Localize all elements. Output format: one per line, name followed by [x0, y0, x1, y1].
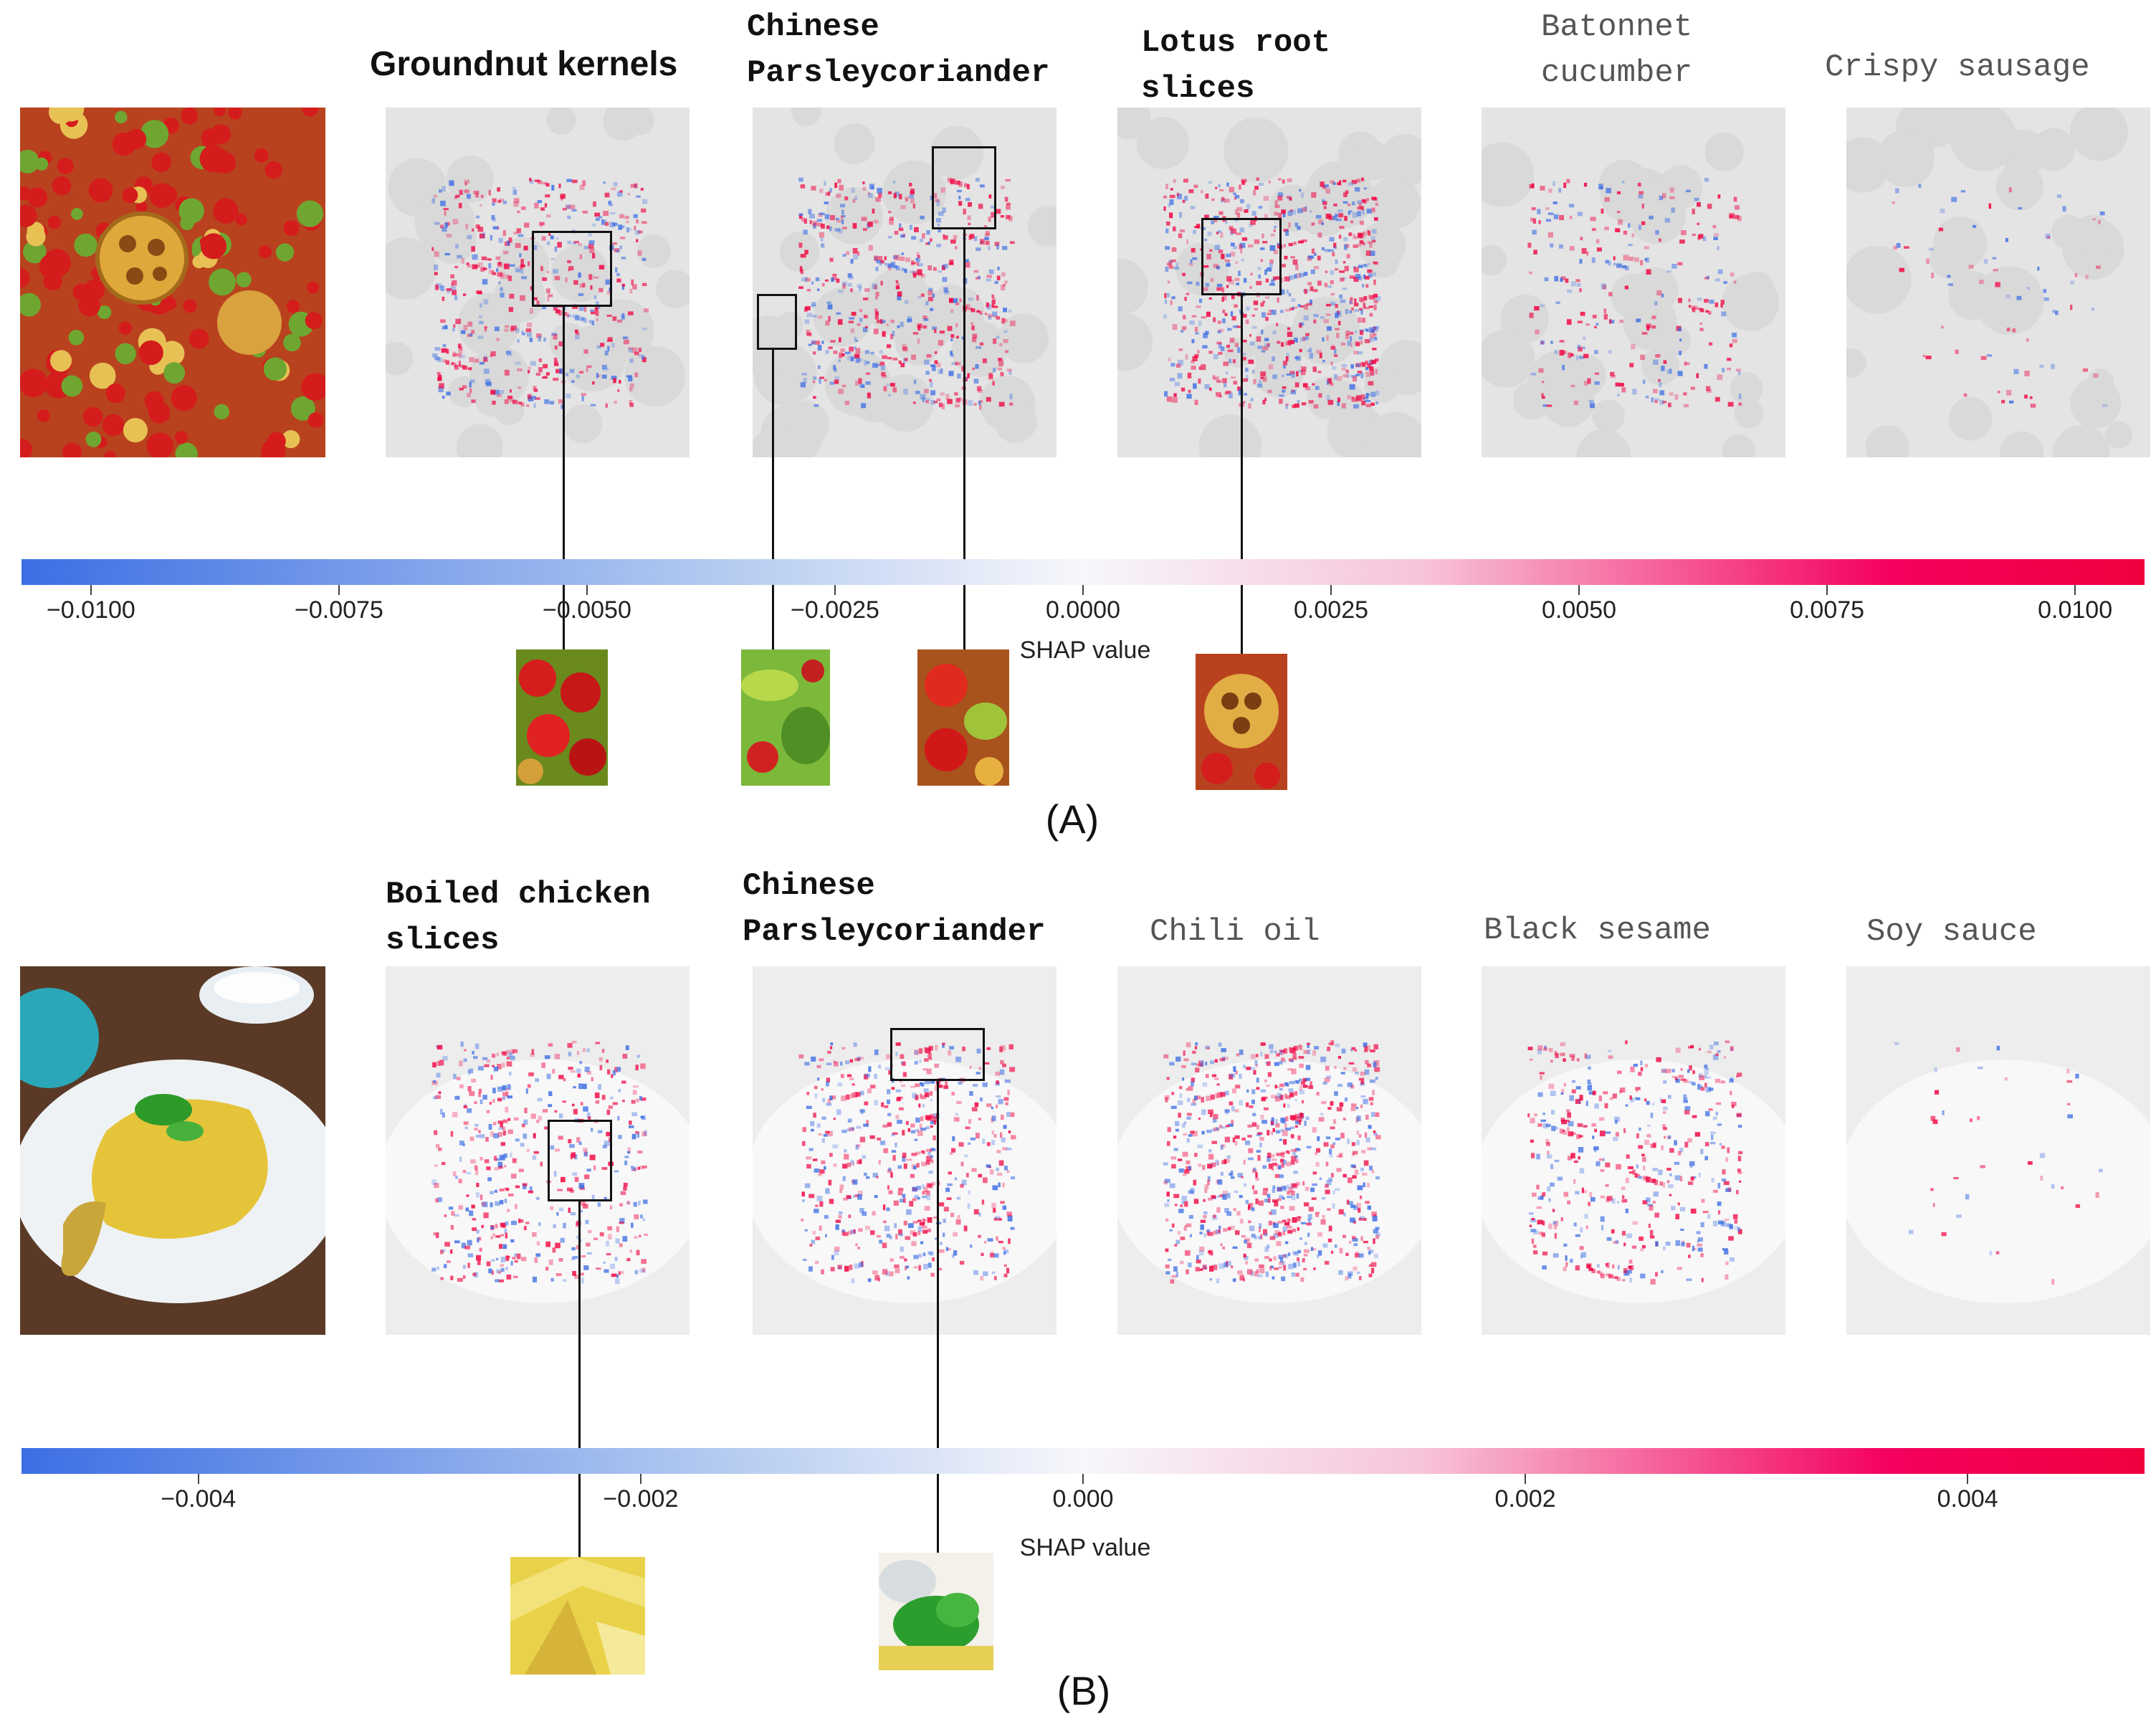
- colorbar-tick: [338, 585, 340, 595]
- leader-line: [578, 1201, 581, 1558]
- shap-heatmap-crispy-sausage: [1846, 108, 2150, 457]
- ingredient-label: Soy sauce: [1866, 914, 2037, 950]
- leader-line: [1241, 295, 1243, 654]
- colorbar-tick-label: −0.0100: [46, 596, 135, 624]
- shap-heatmap-boiled-chicken-slices: [386, 966, 690, 1335]
- zoom-crop-chicken: [510, 1557, 645, 1675]
- colorbar-tick: [1082, 1474, 1084, 1484]
- shap-heatmap-chinese-parsleycoriander-b: [753, 966, 1056, 1335]
- colorbar-tick-label: 0.004: [1937, 1485, 1998, 1513]
- colorbar-tick-label: −0.002: [603, 1485, 679, 1513]
- colorbar-tick-label: −0.004: [161, 1485, 237, 1513]
- ingredient-label: Boiled chicken slices: [386, 877, 651, 958]
- zoom-crop-coriander: [879, 1553, 993, 1670]
- leader-line: [937, 1081, 939, 1554]
- ingredient-label: Batonnet cucumber: [1541, 9, 1693, 91]
- ingredient-label: Groundnut kernels: [370, 45, 678, 83]
- leader-line: [963, 229, 965, 649]
- shap-heatmap-chili-oil: [1117, 966, 1421, 1335]
- highlight-box: [1201, 218, 1282, 295]
- shap-colorbar-a: [22, 559, 2145, 585]
- colorbar-axis-label: SHAP value: [1019, 637, 1151, 664]
- shap-heatmap-batonnet-cucumber: [1482, 108, 1785, 457]
- highlight-box: [890, 1028, 985, 1081]
- colorbar-tick-label: −0.0050: [543, 596, 631, 624]
- ingredient-label: Chinese Parsleycoriander: [743, 868, 1046, 950]
- colorbar-tick-label: 0.0000: [1046, 596, 1120, 624]
- colorbar-tick-label: 0.0050: [1542, 596, 1617, 624]
- zoom-crop-parsley-2: [917, 649, 1009, 786]
- colorbar-tick: [1082, 585, 1084, 595]
- shap-heatmap-chinese-parsleycoriander-a: [753, 108, 1056, 457]
- shap-colorbar-b: [22, 1448, 2145, 1474]
- colorbar-tick: [834, 585, 836, 595]
- shap-heatmap-soy-sauce: [1846, 966, 2150, 1335]
- colorbar-tick-label: 0.0025: [1294, 596, 1369, 624]
- colorbar-tick: [197, 1474, 199, 1484]
- highlight-box: [548, 1120, 612, 1201]
- colorbar-tick-label: 0.000: [1052, 1485, 1114, 1513]
- food-photo-a: [20, 108, 325, 457]
- colorbar-tick: [1967, 1474, 1969, 1484]
- panel-label-b: (B): [1056, 1668, 1111, 1713]
- zoom-crop-parsley-1: [741, 649, 830, 786]
- colorbar-tick: [639, 1474, 641, 1484]
- shap-heatmap-groundnut-kernels: [386, 108, 690, 457]
- ingredient-label: Black sesame: [1484, 913, 1711, 948]
- colorbar-tick: [1578, 585, 1580, 595]
- leader-line: [563, 307, 565, 649]
- zoom-crop-lotus: [1196, 654, 1287, 790]
- panel-label-a: (A): [1045, 796, 1100, 842]
- highlight-box: [757, 294, 797, 350]
- colorbar-tick-label: −0.0025: [791, 596, 879, 624]
- food-photo-b: [20, 966, 325, 1335]
- leader-line: [772, 350, 774, 649]
- colorbar-tick: [586, 585, 588, 595]
- ingredient-label: Lotus root slices: [1141, 25, 1331, 107]
- ingredient-label: Chinese Parsleycoriander: [747, 9, 1050, 91]
- highlight-box: [932, 146, 996, 229]
- colorbar-tick-label: −0.0075: [294, 596, 383, 624]
- ingredient-label: Crispy sausage: [1825, 49, 2090, 85]
- colorbar-tick-label: 0.0075: [1790, 596, 1865, 624]
- shap-heatmap-lotus-root-slices: [1117, 108, 1421, 457]
- highlight-box: [532, 231, 612, 307]
- colorbar-tick: [1330, 585, 1332, 595]
- colorbar-tick-label: 0.002: [1494, 1485, 1556, 1513]
- colorbar-tick: [1525, 1474, 1527, 1484]
- zoom-crop-groundnut: [516, 649, 608, 786]
- colorbar-tick: [90, 585, 92, 595]
- colorbar-axis-label: SHAP value: [1019, 1534, 1151, 1561]
- shap-heatmap-black-sesame: [1482, 966, 1785, 1335]
- colorbar-tick-label: 0.0100: [2038, 596, 2113, 624]
- ingredient-label: Chili oil: [1150, 914, 1320, 950]
- colorbar-tick: [1826, 585, 1828, 595]
- colorbar-tick: [2074, 585, 2076, 595]
